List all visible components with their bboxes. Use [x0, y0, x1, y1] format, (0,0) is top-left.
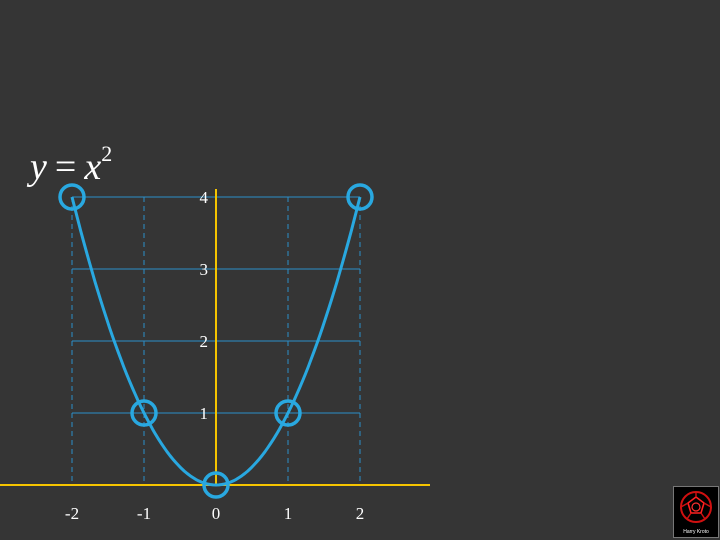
data-point-marker — [130, 399, 158, 427]
logo-caption: Harry Kroto — [683, 529, 709, 535]
marker-group — [58, 183, 374, 499]
data-point-marker — [58, 183, 86, 211]
equation-base: x — [84, 146, 102, 188]
x-tick-label: -2 — [65, 504, 79, 523]
axes — [0, 189, 430, 486]
equation-exponent: 2 — [101, 141, 113, 167]
data-point-marker — [346, 183, 374, 211]
curve-line — [70, 196, 362, 487]
equation-lhs: y — [30, 146, 47, 188]
y-tick-label: 2 — [200, 332, 209, 351]
tick-labels: 1 2 3 4 -2 -1 0 1 2 — [65, 188, 364, 523]
equation-operator: = — [54, 146, 77, 188]
y-tick-label: 4 — [200, 188, 209, 207]
x-tick-label: -1 — [137, 504, 151, 523]
data-point-marker — [274, 399, 302, 427]
curve-group — [70, 196, 362, 487]
equation-label: y = x2 — [30, 141, 112, 189]
y-tick-label: 1 — [200, 404, 209, 423]
logo: Harry Kroto — [673, 486, 719, 538]
x-tick-label: 2 — [356, 504, 365, 523]
data-point-marker — [202, 471, 230, 499]
y-tick-label: 3 — [200, 260, 209, 279]
fullerene-molecule-icon — [680, 491, 712, 523]
x-tick-label: 0 — [212, 504, 221, 523]
x-tick-label: 1 — [284, 504, 293, 523]
